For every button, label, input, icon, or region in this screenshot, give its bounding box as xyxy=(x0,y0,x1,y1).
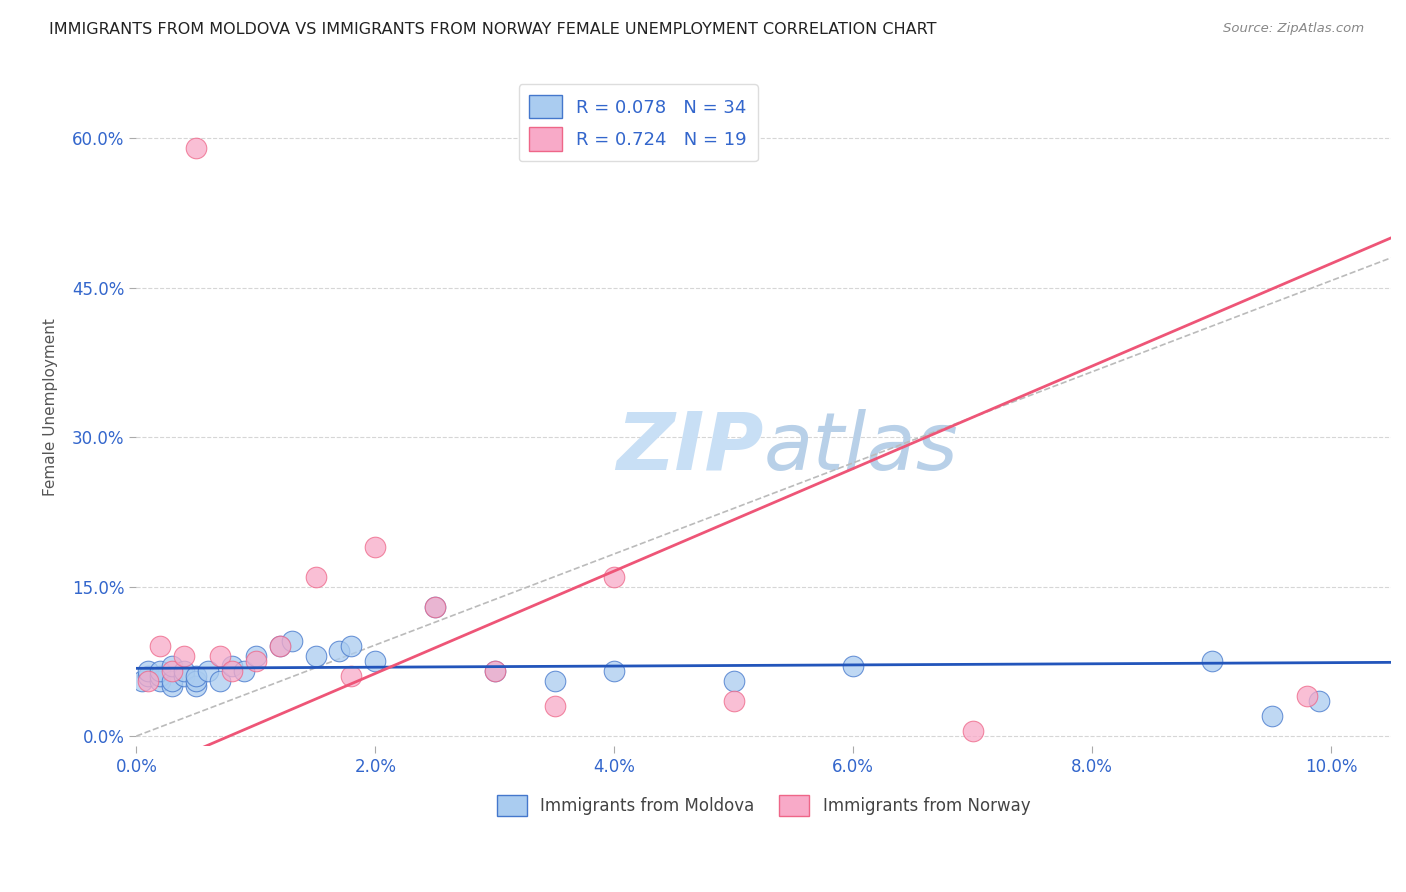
Point xyxy=(208,674,231,689)
Point xyxy=(208,649,231,664)
Point xyxy=(149,640,172,654)
Point xyxy=(484,665,506,679)
Point xyxy=(304,569,326,583)
Legend: Immigrants from Moldova, Immigrants from Norway: Immigrants from Moldova, Immigrants from… xyxy=(491,789,1038,823)
Point xyxy=(340,669,363,683)
Point xyxy=(173,669,195,683)
Point xyxy=(149,674,172,689)
Point xyxy=(232,665,254,679)
Text: atlas: atlas xyxy=(763,409,959,487)
Point xyxy=(340,640,363,654)
Point xyxy=(160,659,183,673)
Point xyxy=(543,674,565,689)
Point xyxy=(364,654,387,668)
Point xyxy=(543,699,565,714)
Point xyxy=(364,540,387,554)
Point xyxy=(173,665,195,679)
Point xyxy=(184,674,207,689)
Point xyxy=(842,659,865,673)
Point xyxy=(149,669,172,683)
Point xyxy=(160,679,183,693)
Point xyxy=(328,644,350,658)
Point xyxy=(1308,694,1330,708)
Point xyxy=(723,674,745,689)
Point xyxy=(269,640,291,654)
Point xyxy=(136,669,159,683)
Y-axis label: Female Unemployment: Female Unemployment xyxy=(44,318,58,496)
Point xyxy=(423,599,446,614)
Point xyxy=(160,665,183,679)
Point xyxy=(484,665,506,679)
Point xyxy=(221,659,243,673)
Point xyxy=(245,654,267,668)
Point xyxy=(1296,690,1319,704)
Point xyxy=(149,665,172,679)
Point xyxy=(304,649,326,664)
Point xyxy=(136,665,159,679)
Point xyxy=(221,665,243,679)
Text: Source: ZipAtlas.com: Source: ZipAtlas.com xyxy=(1223,22,1364,36)
Point xyxy=(160,674,183,689)
Point xyxy=(1260,709,1282,723)
Point xyxy=(269,640,291,654)
Point xyxy=(423,599,446,614)
Point xyxy=(131,674,153,689)
Point xyxy=(184,141,207,155)
Point xyxy=(184,669,207,683)
Point xyxy=(184,679,207,693)
Text: ZIP: ZIP xyxy=(616,409,763,487)
Point xyxy=(603,569,626,583)
Point xyxy=(723,694,745,708)
Text: IMMIGRANTS FROM MOLDOVA VS IMMIGRANTS FROM NORWAY FEMALE UNEMPLOYMENT CORRELATIO: IMMIGRANTS FROM MOLDOVA VS IMMIGRANTS FR… xyxy=(49,22,936,37)
Point xyxy=(280,634,302,648)
Point xyxy=(245,649,267,664)
Point xyxy=(136,674,159,689)
Point xyxy=(1201,654,1223,668)
Point xyxy=(603,665,626,679)
Point xyxy=(173,649,195,664)
Point xyxy=(197,665,219,679)
Point xyxy=(962,724,984,739)
